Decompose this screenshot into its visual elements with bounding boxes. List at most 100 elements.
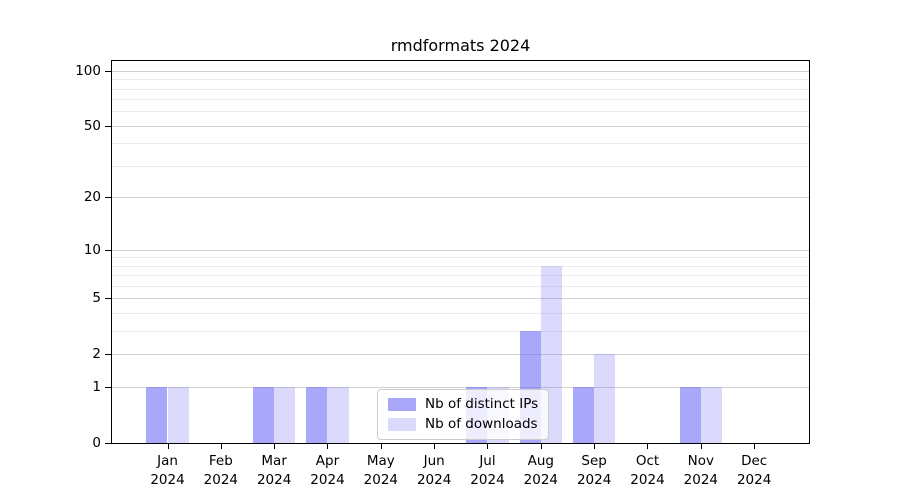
x-tick-mark <box>380 444 382 449</box>
gridline <box>112 143 809 145</box>
x-tick-mark <box>540 444 542 449</box>
y-tick-label: 0 <box>92 435 101 451</box>
gridline <box>112 88 809 90</box>
x-tick-month: Jan <box>157 453 178 469</box>
y-tick-label: 10 <box>83 241 101 258</box>
y-tick-mark <box>105 354 111 356</box>
x-tick-label: Dec 2024 <box>718 452 790 490</box>
x-tick-month: Sep <box>581 453 607 469</box>
chart-title: rmdformats 2024 <box>390 36 531 55</box>
x-tick-year: 2024 <box>363 472 398 488</box>
y-tick-mark <box>105 387 111 389</box>
x-tick-label: Mar 2024 <box>238 452 310 490</box>
bar-distinct-ips <box>572 387 595 443</box>
x-tick-mark <box>167 444 169 449</box>
x-tick-label: Apr 2024 <box>291 452 363 490</box>
legend: Nb of distinct IPs Nb of downloads <box>377 389 550 440</box>
gridline <box>112 275 809 277</box>
x-tick-label: Feb 2024 <box>185 452 257 490</box>
gridline <box>112 79 809 81</box>
x-tick-mark <box>647 444 649 449</box>
x-tick-month: Apr <box>315 453 340 469</box>
x-tick-month: Oct <box>635 453 660 469</box>
x-tick-mark <box>487 444 489 449</box>
x-tick-month: Nov <box>687 453 714 469</box>
x-tick-mark <box>700 444 702 449</box>
x-tick-mark <box>594 444 596 449</box>
y-tick-mark <box>105 197 111 199</box>
gridline <box>112 111 809 113</box>
x-tick-mark <box>220 444 222 449</box>
bar-downloads <box>167 387 189 443</box>
bar-distinct-ips <box>252 387 275 443</box>
gridline <box>112 286 809 288</box>
x-tick-month: Aug <box>527 453 555 469</box>
bar-downloads <box>700 387 723 443</box>
y-tick-mark <box>105 298 111 300</box>
x-tick-year: 2024 <box>310 472 345 488</box>
gridline <box>112 125 809 127</box>
bar-distinct-ips <box>679 387 701 443</box>
bar-downloads <box>594 354 616 443</box>
gridline <box>112 298 809 300</box>
x-tick-year: 2024 <box>203 472 238 488</box>
y-tick-label: 50 <box>83 117 101 134</box>
x-tick-mark <box>327 444 329 449</box>
x-tick-year: 2024 <box>630 472 665 488</box>
x-tick-label: Nov 2024 <box>665 452 737 490</box>
legend-swatch-downloads <box>388 418 416 431</box>
gridline <box>112 313 809 315</box>
bar-downloads <box>327 387 349 443</box>
y-tick-mark <box>105 443 111 444</box>
y-tick-label: 1 <box>92 379 101 396</box>
y-tick-label: 20 <box>83 189 101 206</box>
bar-distinct-ips <box>146 387 168 443</box>
x-tick-month: Dec <box>741 453 768 469</box>
x-tick-label: Sep 2024 <box>558 452 630 490</box>
gridline <box>112 249 809 251</box>
legend-swatch-distinct-ips <box>388 398 416 411</box>
gridline <box>112 265 809 267</box>
x-tick-label: Jun 2024 <box>398 452 470 490</box>
x-tick-year: 2024 <box>683 472 718 488</box>
gridline <box>112 354 809 356</box>
legend-label-distinct-ips: Nb of distinct IPs <box>425 396 539 412</box>
plot-area: Nb of distinct IPs Nb of downloads <box>111 60 810 444</box>
x-tick-year: 2024 <box>256 472 292 488</box>
x-tick-year: 2024 <box>523 472 558 488</box>
x-tick-year: 2024 <box>576 472 612 488</box>
x-tick-label: Aug 2024 <box>505 452 577 490</box>
x-tick-mark <box>754 444 756 449</box>
x-tick-year: 2024 <box>470 472 505 488</box>
x-tick-month: Mar <box>261 453 287 469</box>
bar-distinct-ips <box>306 387 328 443</box>
legend-item-distinct-ips: Nb of distinct IPs <box>388 397 538 412</box>
y-tick-label: 2 <box>92 346 101 363</box>
x-tick-label: Jul 2024 <box>451 452 523 490</box>
x-tick-mark <box>434 444 436 449</box>
x-tick-year: 2024 <box>416 472 452 488</box>
x-tick-month: May <box>366 453 395 469</box>
x-tick-mark <box>274 444 276 449</box>
gridline <box>112 387 809 389</box>
y-tick-mark <box>105 125 111 127</box>
x-tick-year: 2024 <box>736 472 772 488</box>
x-tick-month: Jul <box>479 453 496 469</box>
y-tick-label: 100 <box>75 62 101 79</box>
y-tick-mark <box>105 70 111 72</box>
x-tick-label: Oct 2024 <box>611 452 683 490</box>
legend-label-downloads: Nb of downloads <box>425 416 538 432</box>
x-tick-label: May 2024 <box>345 452 417 490</box>
bar-downloads <box>274 387 296 443</box>
gridline <box>112 166 809 168</box>
gridline <box>112 99 809 101</box>
legend-item-downloads: Nb of downloads <box>388 417 538 432</box>
y-tick-mark <box>105 249 111 251</box>
x-tick-month: Jun <box>423 453 445 469</box>
y-tick-label: 5 <box>92 290 101 307</box>
gridline <box>112 257 809 259</box>
gridline <box>112 197 809 199</box>
x-tick-month: Feb <box>208 453 233 469</box>
x-tick-year: 2024 <box>150 472 185 488</box>
